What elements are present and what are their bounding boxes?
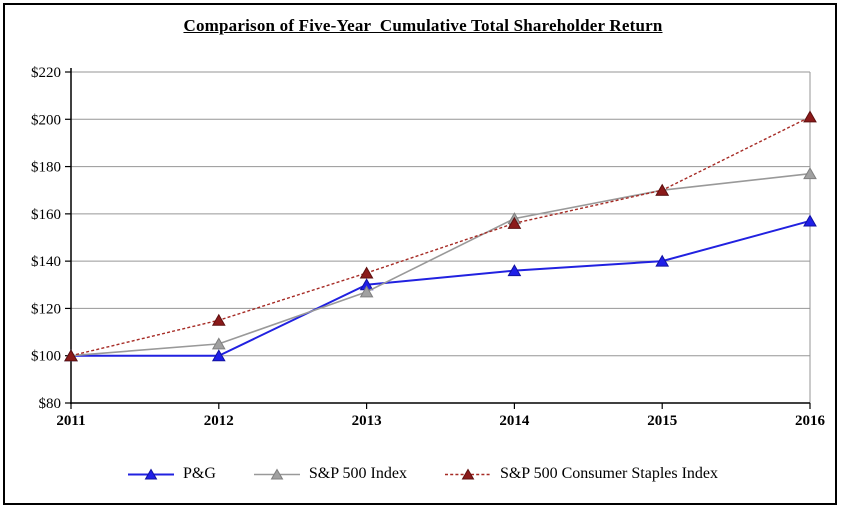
data-point-marker: [211, 337, 226, 350]
x-axis-label: 2015: [647, 413, 677, 429]
legend-label-sp500: S&P 500 Index: [308, 465, 407, 482]
legend-item-pg: P&G: [127, 465, 216, 483]
x-axis-label: 2012: [204, 413, 234, 429]
y-axis-label: $200: [31, 112, 61, 128]
data-point-marker: [507, 216, 522, 229]
legend-label-pg: P&G: [182, 465, 216, 482]
sp500-line-marker-icon: [253, 468, 300, 479]
legend-item-staples: S&P 500 Consumer Staples Index: [444, 465, 719, 483]
y-axis-label: $160: [31, 207, 61, 223]
y-axis-label: $140: [31, 254, 61, 270]
y-axis-label: $180: [31, 160, 61, 176]
series-line: [71, 219, 811, 357]
series-line: [70, 172, 811, 357]
data-point-marker: [359, 285, 374, 298]
data-point-marker: [655, 183, 670, 196]
data-point-marker: [803, 110, 817, 123]
y-axis-label: $100: [31, 349, 61, 365]
x-axis-label: 2011: [56, 413, 85, 429]
staples-line-marker-icon: [444, 468, 491, 479]
data-point-marker: [211, 313, 226, 326]
data-point-marker: [803, 214, 817, 227]
pg-line-marker-icon: [127, 468, 174, 479]
chart-legend: P&G S&P 500 Index S&P 500 Consumer Stapl…: [0, 465, 846, 483]
x-axis-label: 2016: [795, 413, 826, 429]
y-axis-label: $120: [31, 301, 61, 317]
x-axis-label: 2013: [352, 413, 382, 429]
data-point-marker: [211, 349, 226, 362]
data-point-marker: [655, 254, 670, 267]
y-axis-label: $220: [31, 65, 61, 81]
legend-label-staples: S&P 500 Consumer Staples Index: [499, 465, 719, 482]
data-point-marker: [507, 264, 522, 277]
data-point-marker: [64, 349, 78, 362]
legend-item-sp500: S&P 500 Index: [253, 465, 407, 483]
y-axis-label: $80: [39, 396, 62, 412]
chart-title: Comparison of Five-Year Cumulative Total…: [183, 16, 663, 35]
data-point-marker: [803, 167, 817, 180]
series-line: [70, 116, 811, 357]
data-point-marker: [359, 266, 374, 279]
x-axis-label: 2014: [499, 413, 530, 429]
chart-frame: [3, 3, 837, 505]
